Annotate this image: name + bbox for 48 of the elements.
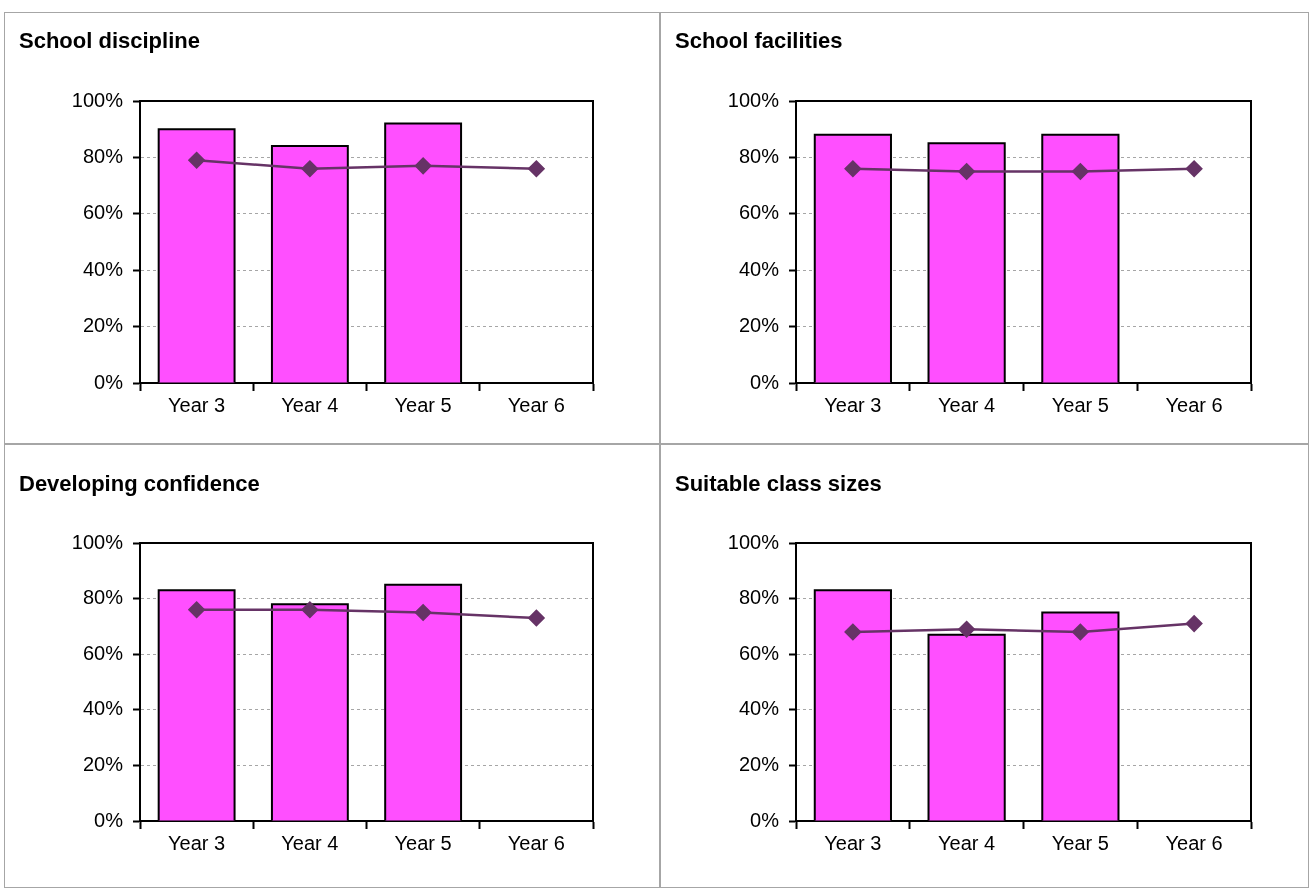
y-tick-label: 40% — [82, 697, 124, 720]
point — [301, 160, 319, 177]
y-tick-label: 80% — [738, 586, 780, 609]
y-tick-label: 60% — [82, 641, 124, 664]
x-tick-label: Year 6 — [1165, 831, 1223, 854]
point — [188, 151, 205, 169]
y-tick-label: 60% — [738, 641, 780, 664]
x-tick-label: Year 4 — [938, 393, 996, 416]
y-tick-label: 80% — [82, 586, 124, 609]
x-tick-label: Year 5 — [394, 831, 452, 854]
x-tick-label: Year 6 — [507, 831, 565, 854]
y-tick-label: 40% — [738, 257, 780, 280]
y-tick-label: 20% — [82, 752, 124, 775]
x-tick-label: Year 3 — [168, 831, 226, 854]
x-tick-label: Year 4 — [281, 393, 339, 416]
chart-title: School discipline — [19, 28, 200, 53]
y-tick-label: 40% — [82, 257, 124, 280]
y-tick-label: 20% — [738, 752, 780, 775]
x-tick-label: Year 5 — [1051, 393, 1109, 416]
y-tick-label: 20% — [738, 314, 780, 337]
y-tick-label: 40% — [738, 697, 780, 720]
x-tick-label: Year 3 — [824, 393, 882, 416]
y-tick-label: 60% — [82, 201, 124, 224]
y-tick-label: 0% — [750, 370, 780, 393]
y-tick-label: 100% — [727, 530, 780, 553]
chart-title: Suitable class sizes — [675, 471, 882, 496]
x-tick-label: Year 5 — [1051, 831, 1109, 854]
chart-title: Developing confidence — [19, 471, 260, 496]
y-tick-label: 0% — [94, 370, 124, 393]
x-tick-label: Year 3 — [824, 831, 882, 854]
y-tick-label: 100% — [727, 88, 780, 111]
point — [414, 157, 432, 175]
y-tick-label: 80% — [82, 144, 124, 167]
y-tick-label: 0% — [94, 808, 124, 831]
y-tick-label: 60% — [738, 201, 780, 224]
y-tick-label: 100% — [71, 88, 124, 111]
x-tick-label: Year 4 — [938, 831, 996, 854]
y-tick-label: 100% — [71, 530, 124, 553]
x-tick-label: Year 4 — [281, 831, 339, 854]
y-tick-label: 20% — [82, 314, 124, 337]
point — [528, 160, 545, 177]
chart-title: School facilities — [675, 28, 843, 53]
x-tick-label: Year 5 — [394, 393, 452, 416]
y-tick-label: 0% — [750, 808, 780, 831]
x-tick-label: Year 3 — [168, 393, 226, 416]
x-tick-label: Year 6 — [1165, 393, 1223, 416]
y-tick-label: 80% — [738, 144, 780, 167]
x-tick-label: Year 6 — [507, 393, 565, 416]
